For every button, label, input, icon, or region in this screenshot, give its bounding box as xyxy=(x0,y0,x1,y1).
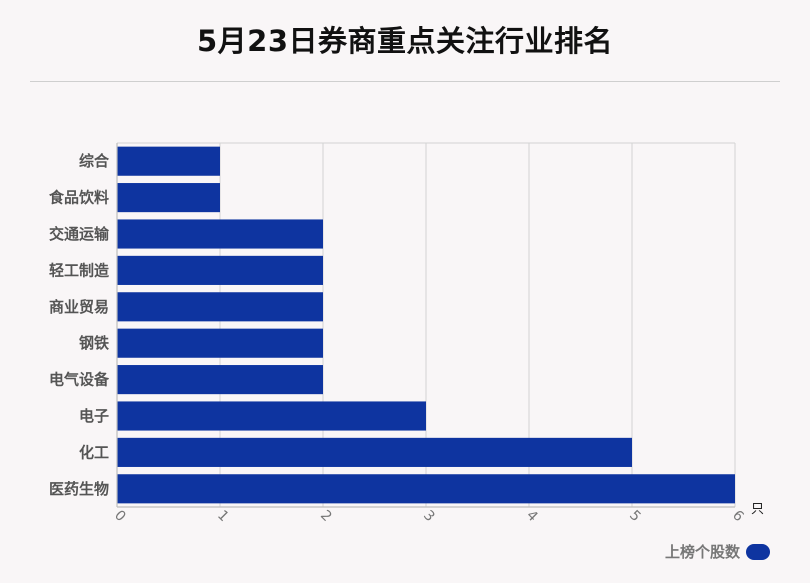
x-tick-label-5: 5 xyxy=(626,507,644,525)
chart-title: 5月23日券商重点关注行业排名 xyxy=(196,24,614,58)
bar-2 xyxy=(117,219,323,249)
bar-3 xyxy=(117,255,323,285)
bar-1 xyxy=(117,183,220,213)
title-divider xyxy=(30,81,780,82)
category-label-1: 食品饮料 xyxy=(49,189,109,207)
category-label-4: 商业贸易 xyxy=(49,298,109,316)
category-label-7: 电子 xyxy=(79,407,109,425)
legend-label: 上榜个股数 xyxy=(664,543,740,561)
bar-9 xyxy=(117,474,735,504)
category-label-6: 电气设备 xyxy=(49,371,110,389)
bar-6 xyxy=(117,365,323,395)
category-label-0: 综合 xyxy=(79,152,110,170)
category-label-5: 钢铁 xyxy=(79,334,109,352)
x-tick-label-0: 0 xyxy=(111,507,129,525)
bar-0 xyxy=(117,146,220,176)
bar-4 xyxy=(117,292,323,322)
category-label-8: 化工 xyxy=(79,443,109,461)
bar-7 xyxy=(117,401,426,431)
x-tick-label-4: 4 xyxy=(523,507,541,525)
bar-8 xyxy=(117,437,632,467)
x-unit-label: 只 xyxy=(751,502,764,517)
x-tick-label-3: 3 xyxy=(420,507,438,525)
x-tick-label-6: 6 xyxy=(729,507,747,525)
category-label-3: 轻工制造 xyxy=(49,261,109,279)
category-label-9: 医药生物 xyxy=(49,480,109,498)
x-tick-label-1: 1 xyxy=(214,507,232,525)
bar-5 xyxy=(117,328,323,358)
legend: 上榜个股数 xyxy=(665,541,770,562)
x-tick-label-2: 2 xyxy=(317,507,335,525)
category-label-2: 交通运输 xyxy=(49,225,110,243)
legend-swatch xyxy=(746,543,770,560)
